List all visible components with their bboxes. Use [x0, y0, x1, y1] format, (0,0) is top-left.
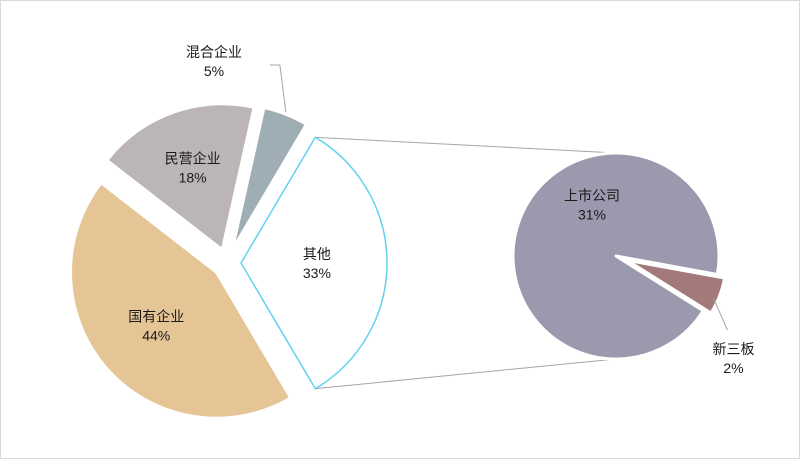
- main-pie-slice-2: [230, 105, 308, 252]
- connectors: [315, 136, 617, 390]
- secondary-pie-slice-1: [625, 258, 727, 315]
- connector-line-1: [315, 358, 617, 390]
- leader-line-neeq: [713, 297, 728, 331]
- main-pie-label-1: 民营企业 18%: [165, 150, 221, 185]
- secondary-pie-label-0: 上市公司 31%: [564, 188, 620, 223]
- leader-line-mixed: [269, 64, 287, 113]
- main-pie-label-2: 混合企业 5%: [186, 44, 242, 79]
- main-pie: [69, 102, 388, 420]
- main-pie-label-3: 其他 33%: [303, 246, 331, 281]
- connector-line-0: [315, 136, 617, 154]
- secondary-pie-slice-0: [511, 151, 721, 361]
- secondary-pie-label-1: 新三板 2%: [712, 341, 754, 376]
- main-pie-slice-1: [105, 102, 256, 252]
- main-pie-slice-0: [69, 181, 293, 420]
- labels: 国有企业 44% 民营企业 18% 其他 33% 混合企业 5% 上市公司 31% 新三板 2%: [128, 44, 754, 376]
- main-pie-label-0: 国有企业 44%: [128, 308, 184, 343]
- secondary-pie: [511, 151, 727, 361]
- main-pie-slice-3: [240, 136, 388, 390]
